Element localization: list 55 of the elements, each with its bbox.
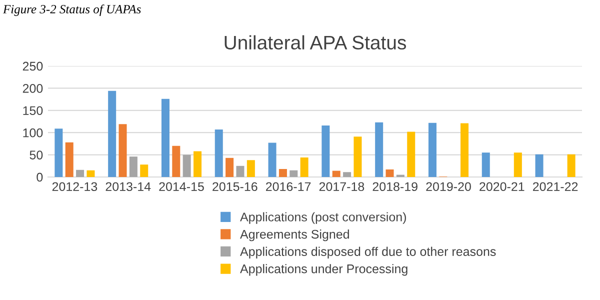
x-tick-label: 2012-13: [52, 182, 98, 192]
bar: [65, 142, 74, 177]
x-tick-label: 2018-19: [372, 182, 418, 192]
bar: [214, 129, 223, 177]
bar: [535, 154, 544, 177]
chart-title: Unilateral APA Status: [224, 35, 406, 50]
bar: [226, 158, 234, 177]
bar: [118, 124, 127, 177]
y-tick-label: 150: [23, 106, 43, 116]
y-tick-label: 0: [36, 172, 43, 182]
y-tick-label: 50: [30, 150, 43, 160]
bar: [460, 123, 469, 177]
legend-label: Applications disposed off due to other reasons: [240, 246, 496, 258]
bar: [161, 98, 170, 177]
bar: [86, 170, 95, 177]
bar: [322, 125, 330, 177]
bar: [76, 170, 84, 177]
bar: [108, 90, 116, 177]
x-tick-label: 2021-22: [532, 182, 578, 192]
bar: [300, 157, 308, 177]
y-tick-label: 200: [22, 84, 43, 93]
bar: [332, 170, 340, 177]
bar: [236, 166, 244, 177]
bar: [140, 164, 148, 177]
bar: [386, 169, 394, 177]
bar: [182, 154, 191, 177]
chart-subtitle: Figure 3-2 Status of UAPAs: [2, 4, 141, 16]
bar: [428, 122, 436, 177]
legend-label: Applications (post conversion): [240, 212, 406, 224]
bar: [194, 151, 202, 177]
y-tick-label: 100: [23, 128, 43, 138]
bar: [290, 170, 298, 177]
x-tick-label: 2020-21: [480, 182, 524, 192]
x-tick-label: 2019-20: [426, 182, 471, 192]
x-tick-label: 2014-15: [159, 182, 204, 192]
bar: [482, 152, 490, 177]
bar: [278, 169, 287, 177]
x-tick-label: 2015-16: [212, 182, 258, 192]
bar: [246, 160, 255, 177]
bar: [54, 128, 63, 177]
x-tick-label: 2017-18: [319, 182, 364, 192]
y-tick-label: 250: [22, 62, 43, 71]
bar: [354, 136, 362, 177]
bar: [268, 142, 276, 177]
legend-label: Agreements Signed: [240, 230, 349, 242]
bar: [407, 132, 416, 177]
x-tick-label: 2016-17: [266, 182, 311, 192]
bar: [375, 122, 384, 177]
bar: [172, 146, 180, 177]
bar: [129, 156, 138, 177]
x-tick-label: 2013-14: [106, 182, 151, 192]
legend-label: Applications under Processing: [240, 264, 408, 276]
bar: [514, 152, 522, 177]
bar: [343, 172, 352, 177]
bar: [567, 154, 576, 177]
